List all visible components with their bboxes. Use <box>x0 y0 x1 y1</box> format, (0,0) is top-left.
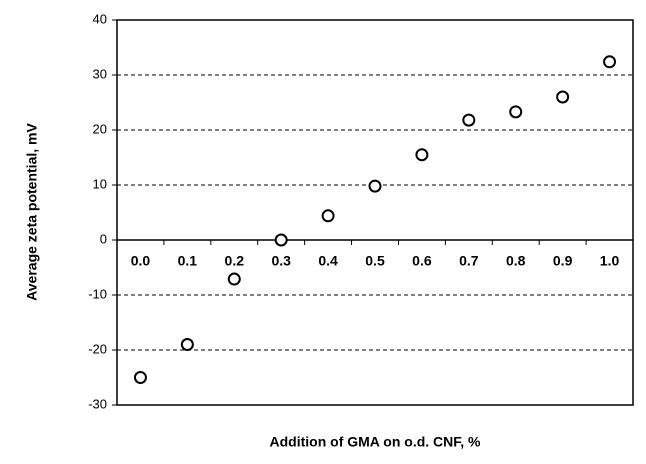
point <box>180 338 194 351</box>
y-tick-label: 10 <box>93 176 107 191</box>
point <box>368 179 382 193</box>
y-tick-label: 40 <box>93 11 107 26</box>
x-tick-label: 0.4 <box>318 253 338 269</box>
x-axis-title: Addition of GMA on o.d. CNF, % <box>270 434 482 450</box>
x-tick-label: 0.3 <box>271 253 291 269</box>
x-tick-label: 0.8 <box>506 253 526 269</box>
x-tick-label: 0.1 <box>178 253 198 269</box>
point <box>227 272 241 286</box>
point <box>462 113 476 127</box>
x-tick-label: 0.0 <box>131 253 151 269</box>
point <box>133 371 147 384</box>
x-tick-label: 0.9 <box>553 253 573 269</box>
x-tick-label: 0.5 <box>365 253 385 269</box>
y-tick-label: -30 <box>88 396 107 411</box>
x-tick-label: 1.0 <box>600 253 620 269</box>
point <box>603 55 617 69</box>
y-axis-title: Average zeta potential, mV <box>24 123 40 301</box>
x-tick-label: 0.7 <box>459 253 479 269</box>
x-tick-label: 0.6 <box>412 253 432 269</box>
point <box>509 105 523 119</box>
point <box>274 233 288 247</box>
point <box>556 90 570 104</box>
y-tick-label: -20 <box>88 341 107 356</box>
point <box>321 209 335 223</box>
point <box>415 148 429 162</box>
y-tick-label: 20 <box>93 121 107 136</box>
y-tick-label: 30 <box>93 66 107 81</box>
plot-frame <box>116 19 634 406</box>
y-tick-label: 0 <box>100 231 107 246</box>
y-tick-label: -10 <box>88 286 107 301</box>
x-tick-label: 0.2 <box>225 253 245 269</box>
